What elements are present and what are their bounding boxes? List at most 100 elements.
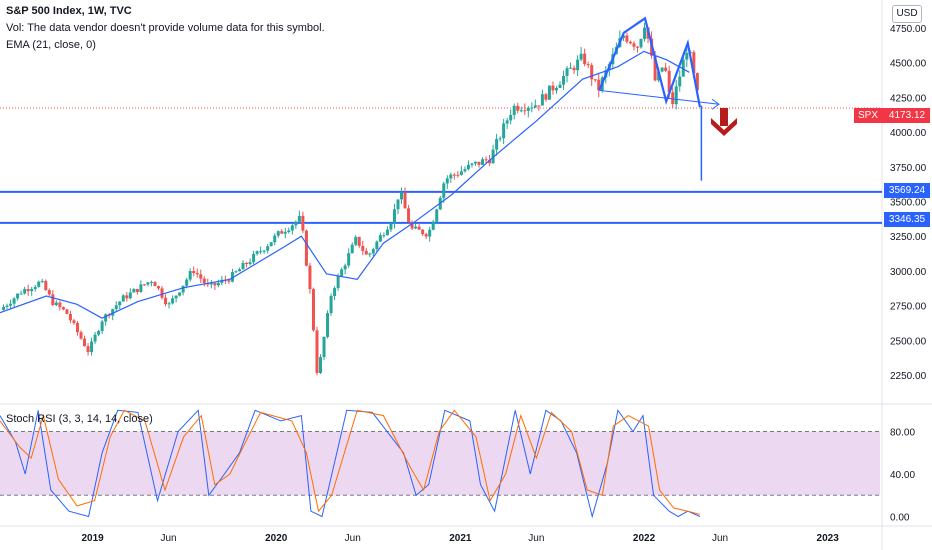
candle-body bbox=[149, 281, 153, 283]
price-tick-label: 3750.00 bbox=[890, 163, 927, 174]
candle-body bbox=[653, 55, 657, 81]
candle-body bbox=[530, 107, 534, 109]
candle-body bbox=[9, 303, 13, 306]
candle-body bbox=[111, 309, 115, 316]
candle-body bbox=[33, 286, 37, 290]
price-tick-label: 2500.00 bbox=[890, 336, 927, 347]
candle-body bbox=[259, 251, 263, 253]
time-tick-label: Jun bbox=[712, 533, 728, 544]
candle-body bbox=[97, 330, 101, 335]
candle-body bbox=[75, 322, 79, 333]
candle-body bbox=[209, 282, 213, 285]
candle-body bbox=[153, 281, 157, 287]
candle-body bbox=[174, 295, 178, 299]
candle-body bbox=[86, 346, 90, 353]
price-tick-label: 4000.00 bbox=[890, 128, 927, 139]
candle-body bbox=[435, 209, 439, 222]
candle-body bbox=[621, 35, 625, 39]
price-tick-label: 4250.00 bbox=[890, 93, 927, 104]
candle-body bbox=[276, 231, 280, 236]
candle-body bbox=[333, 288, 337, 297]
rsi-tick-label: 40.00 bbox=[890, 470, 915, 481]
candle-body bbox=[498, 138, 502, 140]
candle-body bbox=[294, 221, 298, 226]
candle-body bbox=[44, 281, 48, 291]
candle-body bbox=[2, 306, 6, 310]
candle-body bbox=[466, 164, 470, 170]
candle-body bbox=[311, 289, 315, 331]
rsi-tick-label: 80.00 bbox=[890, 428, 915, 439]
candle-body bbox=[572, 67, 576, 71]
candle-body bbox=[181, 285, 185, 293]
candle-body bbox=[681, 59, 685, 77]
candle-body bbox=[326, 313, 330, 337]
candle-body bbox=[488, 160, 492, 164]
candle-body bbox=[308, 265, 312, 290]
stoch-rsi-legend[interactable]: Stoch RSI (3, 3, 14, 14, close) bbox=[6, 413, 153, 425]
candle-body bbox=[47, 290, 51, 295]
candle-body bbox=[463, 169, 467, 172]
candle-body bbox=[336, 276, 340, 289]
candle-body bbox=[389, 223, 393, 230]
candle-body bbox=[23, 289, 27, 294]
candle-body bbox=[12, 298, 16, 304]
price-tick-label: 4500.00 bbox=[890, 59, 927, 70]
candle-body bbox=[431, 221, 435, 230]
candle-body bbox=[301, 215, 305, 231]
candle-body bbox=[19, 293, 23, 295]
candle-body bbox=[678, 76, 682, 87]
time-tick-label: Jun bbox=[345, 533, 361, 544]
candle-body bbox=[234, 271, 238, 273]
candle-body bbox=[135, 288, 139, 293]
candle-body bbox=[61, 307, 65, 310]
candle-body bbox=[505, 120, 509, 124]
price-tick-label: 3500.00 bbox=[890, 198, 927, 209]
candle-body bbox=[329, 296, 333, 314]
candle-body bbox=[178, 292, 182, 296]
candle-body bbox=[523, 110, 527, 112]
candle-body bbox=[664, 67, 668, 71]
candle-body bbox=[628, 41, 632, 44]
candle-body bbox=[199, 274, 203, 279]
candle-body bbox=[516, 105, 520, 111]
candle-body bbox=[583, 53, 587, 65]
candle-body bbox=[255, 251, 259, 254]
candle-body bbox=[350, 244, 354, 254]
chart-title: S&P 500 Index, 1W, TVC bbox=[6, 5, 132, 17]
candle-body bbox=[421, 229, 425, 235]
time-tick-label: 2019 bbox=[81, 533, 104, 544]
candle-body bbox=[414, 226, 418, 229]
candle-body bbox=[139, 284, 143, 293]
candle-body bbox=[428, 229, 432, 237]
candle-body bbox=[392, 209, 396, 224]
candle-body bbox=[660, 67, 664, 72]
ema-legend[interactable]: EMA (21, close, 0) bbox=[6, 39, 96, 51]
candle-body bbox=[375, 241, 379, 250]
candle-body bbox=[195, 273, 199, 275]
candle-body bbox=[72, 320, 76, 323]
candle-body bbox=[185, 279, 189, 286]
candle-body bbox=[692, 52, 696, 74]
candle-body bbox=[643, 27, 647, 39]
candle-body bbox=[410, 222, 414, 229]
candle-body bbox=[269, 242, 273, 247]
candle-body bbox=[241, 262, 245, 270]
time-tick-label: Jun bbox=[528, 533, 544, 544]
level-tag-lower: 3346.35 bbox=[884, 212, 930, 227]
candle-body bbox=[417, 226, 421, 230]
candle-body bbox=[481, 159, 485, 165]
currency-button[interactable]: USD bbox=[892, 5, 922, 23]
candle-body bbox=[632, 43, 636, 47]
candle-body bbox=[364, 250, 368, 255]
candle-body bbox=[322, 336, 326, 358]
candle-body bbox=[671, 92, 675, 105]
candle-body bbox=[565, 68, 569, 76]
time-tick-label: Jun bbox=[160, 533, 176, 544]
candle-body bbox=[79, 332, 83, 339]
candle-body bbox=[625, 35, 629, 42]
rsi-band bbox=[0, 431, 880, 496]
candle-body bbox=[586, 64, 590, 66]
price-tick-label: 3000.00 bbox=[890, 267, 927, 278]
